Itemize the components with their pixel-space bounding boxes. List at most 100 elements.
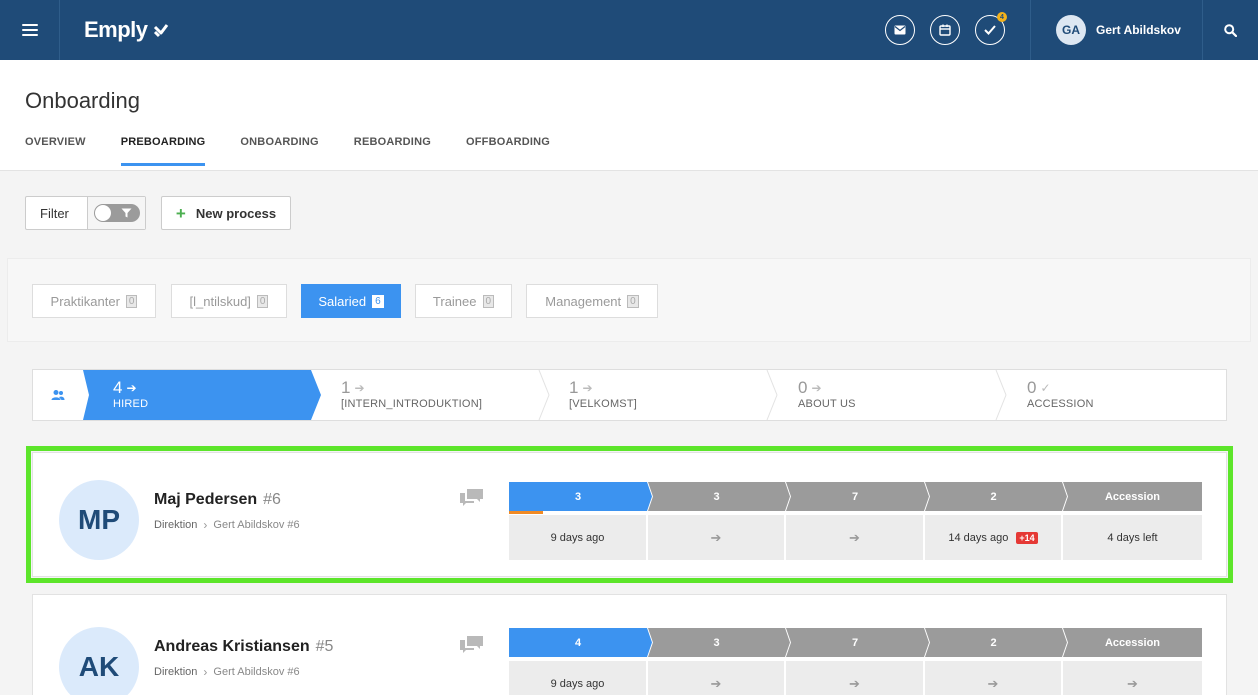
step-body[interactable]: ➔ bbox=[786, 661, 923, 695]
step-head[interactable]: 2 bbox=[990, 636, 997, 649]
stage-label: ACCESSION bbox=[1027, 398, 1094, 410]
person-name[interactable]: Andreas Kristiansen #5 bbox=[154, 638, 333, 656]
step-body[interactable]: ➔ bbox=[648, 515, 784, 560]
topbar-divider bbox=[1202, 0, 1203, 60]
people-icon-button[interactable] bbox=[33, 370, 83, 420]
step-body[interactable]: ➔ bbox=[925, 661, 1061, 695]
stage-accession[interactable]: 0 ✓ ACCESSION bbox=[1027, 370, 1217, 420]
stage-pipeline: 4 ➔ HIRED 1 ➔ [INTERN_INTRODUKTION] 1 ➔ … bbox=[32, 369, 1227, 421]
step-body[interactable]: ➔ bbox=[1063, 661, 1202, 695]
toggle-knob bbox=[94, 205, 111, 221]
chevron-right-icon: › bbox=[203, 665, 208, 679]
filter-button[interactable]: Filter bbox=[25, 196, 146, 230]
category-count: 0 bbox=[256, 294, 269, 308]
category-praktikanter[interactable]: Praktikanter 0 bbox=[32, 284, 156, 318]
arrow-right-icon: ➔ bbox=[1127, 675, 1138, 691]
stage-hired[interactable]: 4 ➔ HIRED bbox=[113, 370, 313, 420]
category-salaried[interactable]: Salaried 6 bbox=[301, 284, 401, 318]
mail-icon bbox=[894, 25, 906, 35]
menu-button[interactable] bbox=[0, 0, 60, 60]
arrow-right-icon: ➔ bbox=[849, 675, 860, 691]
filter-toggle[interactable] bbox=[93, 204, 140, 222]
page-header: Onboarding OVERVIEW PREBOARDING ONBOARDI… bbox=[0, 60, 1258, 171]
new-process-button[interactable]: + New process bbox=[161, 196, 291, 230]
step-head-shapes bbox=[509, 482, 1202, 511]
person-subtitle: Direktion › Gert Abildskov #6 bbox=[154, 665, 300, 679]
step-head[interactable]: 7 bbox=[851, 636, 859, 649]
step-head-shapes bbox=[509, 628, 1202, 657]
person-name-text: Maj Pedersen bbox=[154, 491, 258, 508]
stage-count: 4 ➔ bbox=[113, 378, 137, 398]
stage-velkomst[interactable]: 1 ➔ [VELKOMST] bbox=[569, 370, 769, 420]
step-head[interactable]: 3 bbox=[574, 490, 582, 503]
search-button[interactable] bbox=[1202, 0, 1258, 60]
step-tracker: 4 3 7 2 Accession 9 days ago ➔ ➔ ➔ ➔ bbox=[509, 628, 1202, 695]
filter-toggle-wrap[interactable] bbox=[87, 197, 145, 229]
stage-about-us[interactable]: 0 ➔ ABOUT US bbox=[798, 370, 998, 420]
funnel-icon bbox=[121, 208, 131, 218]
step-body[interactable]: 9 days ago bbox=[509, 661, 646, 695]
stage-count-value: 0 bbox=[798, 378, 808, 397]
tasks-badge: 4 bbox=[997, 12, 1007, 22]
step-head[interactable]: 3 bbox=[713, 490, 720, 503]
hamburger-icon bbox=[21, 24, 38, 36]
user-name[interactable]: Gert Abildskov bbox=[1096, 23, 1181, 37]
logo[interactable]: Emply bbox=[84, 17, 170, 43]
process-card[interactable]: AK Andreas Kristiansen #5 Direktion › Ger… bbox=[32, 594, 1227, 695]
pipeline-shapes bbox=[83, 370, 1007, 420]
new-process-label: New process bbox=[195, 205, 277, 221]
user-avatar[interactable]: GA bbox=[1056, 15, 1086, 45]
step-body[interactable]: ➔ bbox=[786, 515, 923, 560]
step-head[interactable]: 2 bbox=[990, 490, 997, 503]
stage-count-value: 0 bbox=[1027, 378, 1037, 397]
process-card[interactable]: MP Maj Pedersen #6 Direktion › Gert Abild… bbox=[26, 446, 1233, 583]
stage-count: 1 ➔ bbox=[341, 378, 365, 398]
comments-icon[interactable] bbox=[459, 488, 485, 508]
person-name[interactable]: Maj Pedersen #6 bbox=[154, 491, 281, 509]
stage-label: [VELKOMST] bbox=[569, 398, 638, 410]
step-head[interactable]: 3 bbox=[713, 636, 720, 649]
overdue-badge: +14 bbox=[1016, 531, 1038, 544]
checkmark-icon bbox=[984, 25, 996, 35]
step-head[interactable]: Accession bbox=[1104, 636, 1161, 649]
category-label: Salaried bbox=[318, 293, 367, 309]
step-status: 14 days ago bbox=[948, 531, 1009, 544]
comments-icon[interactable] bbox=[459, 635, 485, 655]
category-lontilskud[interactable]: [l_ntilskud] 0 bbox=[171, 284, 287, 318]
people-icon bbox=[51, 390, 65, 400]
step-body[interactable]: 4 days left bbox=[1063, 515, 1202, 560]
step-status: 4 days left bbox=[1107, 531, 1158, 544]
person-avatar[interactable]: AK bbox=[59, 627, 139, 695]
person-avatar[interactable]: MP bbox=[59, 480, 139, 560]
calendar-button[interactable] bbox=[930, 15, 960, 45]
mail-button[interactable] bbox=[885, 15, 915, 45]
category-count: 0 bbox=[627, 294, 639, 308]
step-body[interactable]: ➔ bbox=[648, 661, 784, 695]
step-body[interactable]: 9 days ago bbox=[509, 515, 646, 560]
tab-overview[interactable]: OVERVIEW bbox=[25, 136, 86, 148]
tab-bar: OVERVIEW PREBOARDING ONBOARDING REBOARDI… bbox=[25, 136, 585, 166]
arrow-right-icon: ➔ bbox=[710, 675, 722, 691]
category-label: Praktikanter bbox=[50, 293, 120, 309]
tab-preboarding[interactable]: PREBOARDING bbox=[120, 136, 206, 166]
arrow-right-icon: ➔ bbox=[354, 381, 365, 395]
stage-count: 0 ✓ bbox=[1027, 378, 1051, 398]
tab-onboarding[interactable]: ONBOARDING bbox=[240, 136, 319, 148]
filter-label: Filter bbox=[40, 205, 69, 221]
stage-label: [INTERN_INTRODUKTION] bbox=[341, 398, 483, 410]
step-head[interactable]: Accession bbox=[1104, 490, 1161, 503]
category-management[interactable]: Management 0 bbox=[526, 284, 658, 318]
stage-intern-introduktion[interactable]: 1 ➔ [INTERN_INTRODUKTION] bbox=[341, 370, 541, 420]
stage-active-shape bbox=[83, 370, 321, 420]
step-body[interactable]: 14 days ago +14 bbox=[925, 515, 1061, 560]
tasks-button[interactable]: 4 bbox=[975, 12, 1007, 45]
calendar-icon bbox=[939, 24, 951, 36]
category-trainee[interactable]: Trainee 0 bbox=[415, 284, 512, 318]
tab-reboarding[interactable]: REBOARDING bbox=[353, 136, 431, 148]
tab-offboarding[interactable]: OFFBOARDING bbox=[465, 136, 551, 148]
step-head[interactable]: 4 bbox=[574, 636, 582, 649]
department-label: Direktion bbox=[154, 666, 198, 678]
category-count: 6 bbox=[372, 294, 384, 308]
step-status: 9 days ago bbox=[550, 531, 605, 544]
step-head[interactable]: 7 bbox=[851, 490, 859, 503]
